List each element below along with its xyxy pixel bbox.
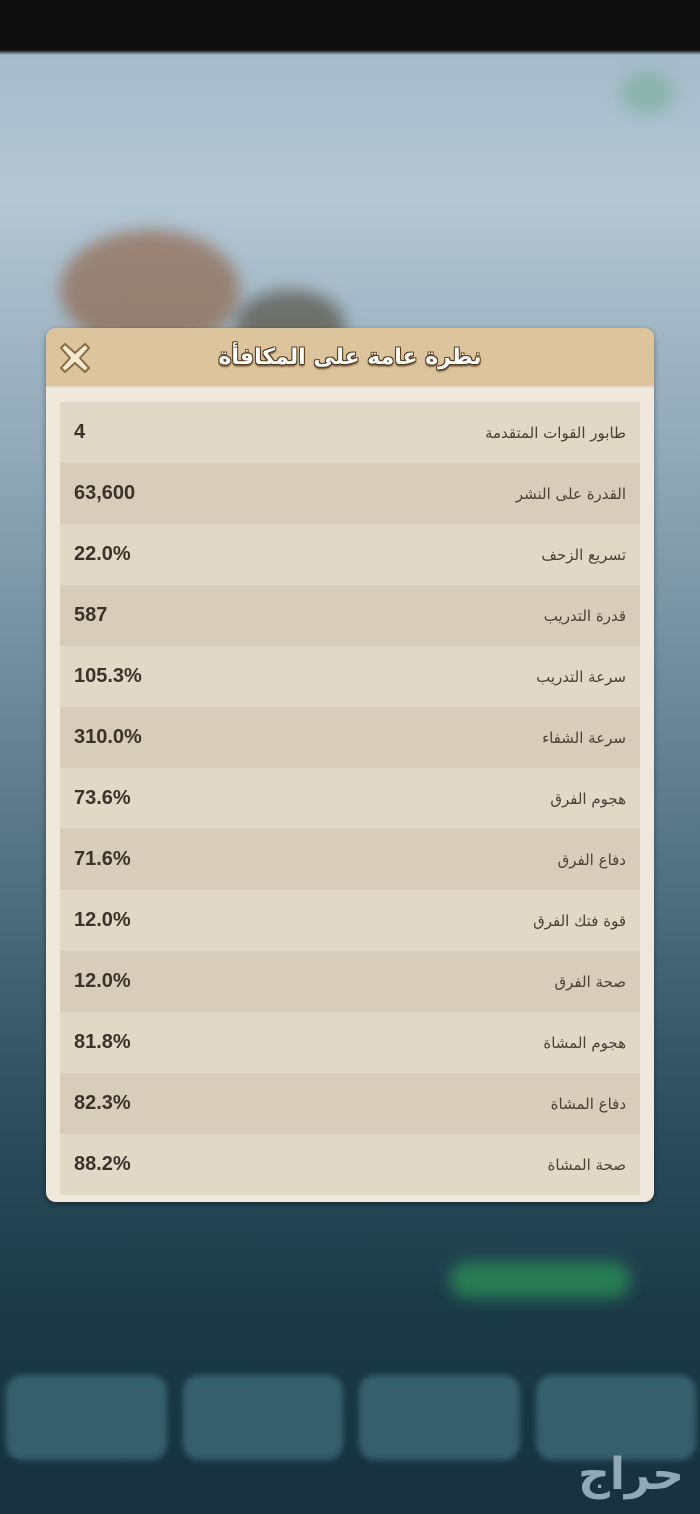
haraj-watermark: حراج bbox=[578, 1449, 684, 1500]
stat-label: دفاع المشاة bbox=[550, 1094, 626, 1113]
background-green-bar bbox=[450, 1262, 630, 1298]
stat-label: القدرة على النشر bbox=[515, 484, 626, 503]
nav-button bbox=[6, 1375, 167, 1460]
stat-label: قدرة التدريب bbox=[543, 606, 626, 625]
stats-list: 4 طابور القوات المتقدمة 63,600 القدرة على ا… bbox=[60, 402, 640, 1195]
background-emblem bbox=[620, 70, 675, 115]
nav-button bbox=[535, 1375, 696, 1460]
stat-label: سرعة الشفاء bbox=[542, 728, 626, 747]
stat-row: 587 قدرة التدريب bbox=[60, 585, 640, 646]
stat-label: صحة المشاة bbox=[547, 1155, 626, 1174]
stat-value: 22.0% bbox=[74, 543, 131, 565]
dialog-header: نظرة عامة على المكافأة bbox=[46, 328, 654, 388]
stat-row: 81.8% هجوم المشاة bbox=[60, 1012, 640, 1073]
stat-value: 82.3% bbox=[74, 1092, 131, 1114]
stat-value: 105.3% bbox=[74, 665, 142, 687]
nav-button bbox=[359, 1375, 520, 1460]
stat-row: 4 طابور القوات المتقدمة bbox=[60, 402, 640, 463]
dialog-title: نظرة عامة على المكافأة bbox=[218, 344, 482, 370]
stat-row: 73.6% هجوم الفرق bbox=[60, 768, 640, 829]
stat-label: سرعة التدريب bbox=[536, 667, 626, 686]
stat-value: 73.6% bbox=[74, 787, 131, 809]
stat-value: 587 bbox=[74, 604, 108, 626]
stat-row: 310.0% سرعة الشفاء bbox=[60, 707, 640, 768]
stat-value: 81.8% bbox=[74, 1031, 131, 1053]
stat-row: 63,600 القدرة على النشر bbox=[60, 463, 640, 524]
stat-value: 12.0% bbox=[74, 970, 131, 992]
stat-value: 71.6% bbox=[74, 848, 131, 870]
stat-row: 12.0% قوة فتك الفرق bbox=[60, 890, 640, 951]
stat-label: صحة الفرق bbox=[554, 972, 626, 991]
stat-row: 12.0% صحة الفرق bbox=[60, 951, 640, 1012]
stat-value: 310.0% bbox=[74, 726, 142, 748]
reward-overview-dialog: نظرة عامة على المكافأة 4 طابور القوات الم… bbox=[46, 328, 654, 1202]
bottom-navigation-blurred bbox=[6, 1375, 696, 1460]
stat-label: تسريع الزحف bbox=[541, 545, 626, 564]
stat-row: 105.3% سرعة التدريب bbox=[60, 646, 640, 707]
stat-row: 22.0% تسريع الزحف bbox=[60, 524, 640, 585]
stat-row: 71.6% دفاع الفرق bbox=[60, 829, 640, 890]
stat-value: 63,600 bbox=[74, 482, 136, 504]
stat-row: 88.2% صحة المشاة bbox=[60, 1134, 640, 1195]
stat-label: دفاع الفرق bbox=[557, 850, 626, 869]
stat-label: طابور القوات المتقدمة bbox=[484, 423, 626, 442]
close-x-icon bbox=[60, 343, 90, 373]
stat-row: 82.3% دفاع المشاة bbox=[60, 1073, 640, 1134]
stat-label: قوة فتك الفرق bbox=[533, 911, 626, 930]
close-button[interactable] bbox=[58, 341, 92, 375]
stat-value: 88.2% bbox=[74, 1153, 131, 1175]
stat-value: 4 bbox=[74, 421, 86, 443]
stat-label: هجوم الفرق bbox=[550, 789, 626, 808]
stat-value: 12.0% bbox=[74, 909, 131, 931]
stat-label: هجوم المشاة bbox=[543, 1033, 626, 1052]
nav-button bbox=[182, 1375, 343, 1460]
